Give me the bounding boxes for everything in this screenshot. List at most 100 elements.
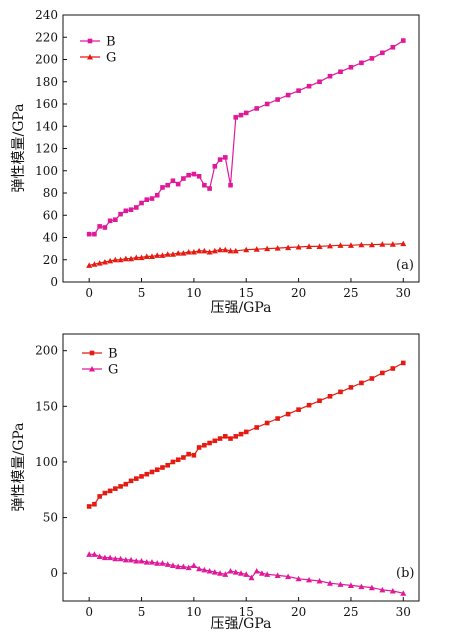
data-point-b [217, 157, 223, 162]
data-point-b [296, 407, 301, 412]
data-point-b [222, 155, 228, 160]
legend-item-g: G [80, 51, 116, 66]
data-point-g [86, 262, 93, 268]
data-point-g [379, 586, 386, 593]
data-point-b [92, 501, 97, 507]
data-point-g [206, 567, 213, 574]
data-point-g [185, 248, 192, 255]
data-point-b [160, 185, 165, 190]
data-point-g [211, 569, 218, 575]
data-point-g [112, 555, 119, 562]
data-point-g [91, 551, 98, 557]
data-point-g [201, 566, 208, 573]
y-tick-label: 160 [35, 97, 58, 111]
series-line-b [89, 40, 404, 235]
data-point-b [139, 474, 144, 479]
legend-item-b: B [82, 347, 118, 362]
data-point-b [380, 370, 385, 376]
data-point-g [91, 261, 98, 267]
data-point-g [295, 243, 302, 250]
x-axis-title-b: 压强/GPa [210, 616, 271, 632]
y-tick-label: 60 [43, 208, 58, 222]
y-tick-label: 150 [35, 399, 58, 413]
data-point-b [170, 178, 176, 184]
data-point-g [316, 577, 323, 584]
series-a [86, 38, 407, 268]
data-point-b [186, 172, 191, 178]
data-point-b [202, 182, 207, 188]
data-point-b [113, 217, 118, 222]
data-point-g [169, 562, 176, 568]
data-point-g [112, 256, 119, 263]
data-point-g [217, 246, 224, 253]
data-point-g [180, 250, 187, 256]
data-point-g [306, 243, 313, 249]
data-point-b [181, 455, 186, 460]
data-point-g [190, 562, 197, 568]
data-point-b [264, 420, 270, 426]
data-point-b [222, 434, 228, 439]
data-point-g [327, 242, 333, 249]
data-point-b [285, 411, 291, 417]
data-point-b [327, 394, 333, 399]
data-point-b [107, 488, 113, 494]
data-point-g [196, 565, 203, 572]
data-point-b [123, 208, 129, 214]
x-tick-label: 15 [239, 605, 254, 619]
y-tick-label: 200 [35, 344, 58, 358]
legend-a: BG [80, 35, 116, 66]
data-point-g [238, 570, 244, 576]
legend-marker [89, 366, 95, 372]
data-point-b [102, 490, 108, 496]
data-point-b [144, 471, 150, 477]
data-point-b [144, 197, 150, 202]
data-point-g [101, 258, 108, 265]
legend-item-g: G [82, 363, 118, 378]
data-point-b [133, 476, 139, 481]
data-point-g [253, 567, 260, 574]
y-tick-label: 20 [43, 253, 58, 267]
y-axis-ticks-a: 0 20 40 60 80 100 120 140 160 180 200 220 240 [35, 8, 67, 289]
data-point-b [369, 56, 375, 61]
data-point-g [400, 240, 407, 247]
data-point-g [274, 245, 281, 251]
data-point-b [128, 478, 134, 484]
data-point-b [233, 434, 239, 439]
data-point-g [122, 255, 129, 262]
data-point-g [358, 241, 365, 248]
data-point-b [254, 425, 260, 430]
data-point-g [222, 246, 229, 253]
data-point-g [243, 571, 250, 577]
data-point-g [154, 252, 161, 258]
y-tick-label: 140 [35, 119, 58, 133]
data-point-g [211, 247, 218, 254]
data-point-g [389, 241, 396, 247]
x-tick-label: 0 [85, 605, 93, 619]
data-point-b [390, 366, 396, 371]
data-point-g [164, 561, 171, 567]
data-point-b [238, 112, 244, 118]
data-point-g [337, 242, 344, 248]
data-point-g [337, 581, 344, 587]
data-point-b [264, 101, 270, 107]
data-point-g [243, 246, 250, 253]
y-tick-label: 100 [35, 164, 58, 178]
data-point-b [191, 452, 197, 458]
data-point-g [264, 571, 271, 577]
y-tick-label: 40 [43, 231, 58, 245]
y-tick-label: 50 [43, 511, 58, 525]
data-point-b [317, 398, 322, 404]
data-point-b [149, 469, 155, 475]
data-point-g [285, 244, 292, 251]
legend-label: B [108, 347, 118, 362]
data-point-g [133, 254, 140, 261]
x-tick-label: 5 [138, 286, 146, 300]
data-point-g [133, 557, 140, 564]
data-point-b [86, 231, 92, 237]
data-point-b [212, 438, 218, 444]
y-tick-label: 240 [35, 8, 58, 22]
data-point-g [101, 554, 108, 561]
data-point-b [154, 192, 160, 198]
y-tick-label: 0 [50, 275, 58, 289]
y-tick-label: 80 [43, 186, 58, 200]
